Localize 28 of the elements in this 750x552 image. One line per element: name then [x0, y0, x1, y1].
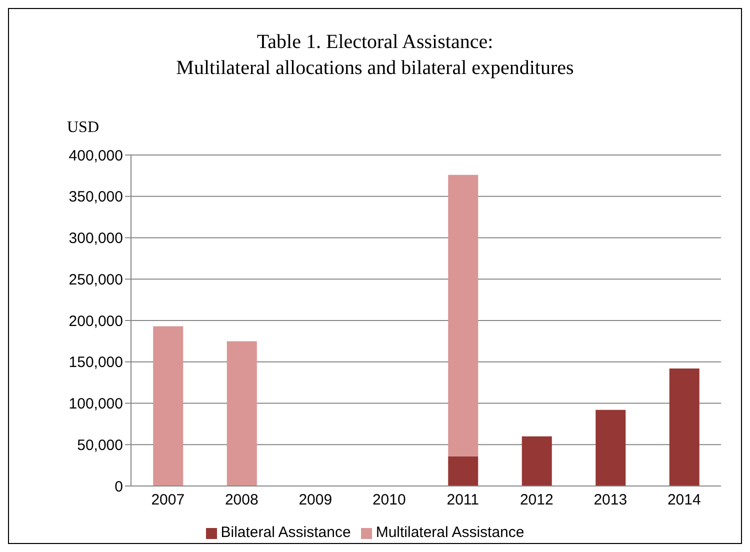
- x-tick-label: 2012: [520, 492, 554, 509]
- x-tick-label: 2007: [151, 492, 185, 509]
- y-axis-title: USD: [67, 119, 100, 137]
- bar: [596, 410, 626, 486]
- x-tick-label: 2011: [446, 492, 480, 509]
- y-tick-label: 300,000: [68, 230, 123, 248]
- legend-label: Bilateral Assistance: [220, 524, 351, 541]
- bar: [669, 368, 700, 486]
- x-tick-label: 2014: [667, 492, 701, 509]
- y-tick-label: 0: [114, 478, 123, 496]
- y-tick-label: 100,000: [68, 396, 123, 413]
- bar: [448, 456, 478, 486]
- chart-title: Table 1. Electoral Assistance: Multilateral allocations and bilateral expenditures: [175, 30, 575, 81]
- bar: [226, 341, 257, 486]
- legend-label: Multilateral Assistance: [376, 524, 524, 541]
- y-tick-label: 250,000: [68, 271, 123, 288]
- y-tick-label: 400,000: [68, 147, 123, 164]
- y-tick-label: 350,000: [68, 188, 123, 206]
- x-tick-label: 2009: [298, 492, 332, 509]
- x-tick-label: 2013: [594, 492, 628, 509]
- y-tick-label: 200,000: [68, 312, 123, 330]
- x-tick-label: 2008: [224, 492, 258, 509]
- x-tick-label: 2010: [372, 492, 406, 509]
- bar: [448, 174, 478, 456]
- bar: [522, 436, 552, 486]
- y-tick-label: 50,000: [77, 436, 123, 454]
- y-tick-label: 150,000: [68, 354, 123, 372]
- bar: [153, 326, 184, 486]
